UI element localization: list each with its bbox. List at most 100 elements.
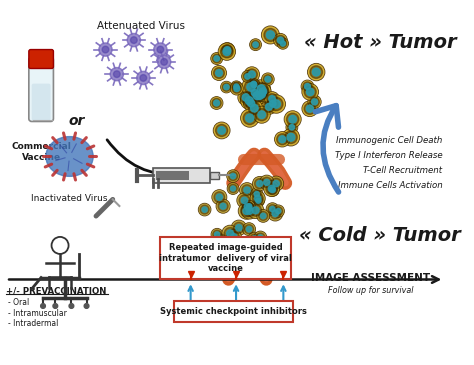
- Circle shape: [288, 123, 296, 131]
- Circle shape: [249, 80, 258, 88]
- Circle shape: [243, 112, 256, 125]
- Circle shape: [246, 246, 256, 256]
- Circle shape: [275, 35, 285, 45]
- Circle shape: [226, 229, 241, 244]
- Circle shape: [268, 185, 277, 195]
- Circle shape: [228, 172, 237, 181]
- Text: « Hot » Tumor: « Hot » Tumor: [303, 34, 456, 53]
- Circle shape: [244, 205, 255, 217]
- Circle shape: [211, 228, 223, 241]
- Circle shape: [246, 226, 252, 232]
- Circle shape: [270, 100, 276, 107]
- Circle shape: [254, 196, 263, 205]
- Circle shape: [268, 204, 277, 214]
- Circle shape: [251, 81, 256, 87]
- Circle shape: [220, 45, 233, 58]
- Circle shape: [140, 74, 146, 81]
- Circle shape: [255, 83, 271, 100]
- Circle shape: [285, 131, 297, 143]
- Circle shape: [302, 84, 319, 100]
- Circle shape: [243, 200, 255, 212]
- Circle shape: [110, 68, 123, 81]
- Circle shape: [232, 82, 240, 91]
- Circle shape: [243, 200, 255, 212]
- Circle shape: [127, 34, 140, 47]
- Circle shape: [222, 83, 231, 91]
- Circle shape: [202, 207, 207, 212]
- Text: Type I Interferon Release: Type I Interferon Release: [335, 151, 442, 160]
- Circle shape: [250, 234, 259, 243]
- Circle shape: [256, 92, 264, 99]
- Circle shape: [254, 231, 267, 244]
- Circle shape: [261, 99, 277, 115]
- Circle shape: [244, 204, 250, 209]
- Circle shape: [224, 227, 236, 239]
- Circle shape: [230, 173, 236, 179]
- Circle shape: [230, 186, 236, 191]
- Circle shape: [252, 190, 261, 199]
- Circle shape: [284, 111, 301, 128]
- Circle shape: [232, 84, 241, 93]
- Circle shape: [243, 72, 252, 81]
- Circle shape: [241, 203, 258, 219]
- Circle shape: [223, 48, 231, 55]
- Circle shape: [246, 205, 252, 211]
- Text: Commercial
Vaccine: Commercial Vaccine: [11, 142, 71, 162]
- Circle shape: [252, 195, 264, 207]
- Circle shape: [272, 205, 284, 217]
- Circle shape: [304, 86, 316, 98]
- Circle shape: [244, 244, 258, 258]
- Circle shape: [257, 88, 267, 98]
- Circle shape: [251, 88, 268, 104]
- Circle shape: [215, 232, 219, 237]
- Circle shape: [253, 106, 270, 123]
- Circle shape: [289, 124, 294, 130]
- Circle shape: [198, 203, 211, 216]
- Circle shape: [257, 90, 267, 100]
- Circle shape: [213, 122, 230, 139]
- Text: IMAGE ASSESSMENT: IMAGE ASSESSMENT: [311, 273, 430, 283]
- Circle shape: [246, 204, 252, 209]
- Text: Immunogenic Cell Death: Immunogenic Cell Death: [336, 136, 442, 145]
- Circle shape: [251, 89, 264, 102]
- Text: +/- PREVACCINATION: +/- PREVACCINATION: [6, 286, 107, 295]
- Circle shape: [230, 82, 243, 95]
- Circle shape: [258, 235, 263, 240]
- Circle shape: [216, 70, 222, 76]
- Circle shape: [248, 232, 261, 245]
- Circle shape: [244, 224, 254, 234]
- FancyBboxPatch shape: [155, 171, 189, 180]
- Circle shape: [251, 82, 257, 88]
- Circle shape: [210, 97, 223, 110]
- Text: Follow up for survival: Follow up for survival: [328, 286, 413, 295]
- Circle shape: [130, 37, 137, 43]
- Text: or: or: [69, 115, 85, 128]
- Circle shape: [200, 205, 209, 214]
- Circle shape: [252, 193, 263, 204]
- Circle shape: [277, 37, 283, 43]
- Circle shape: [280, 41, 285, 46]
- Circle shape: [255, 108, 268, 121]
- Circle shape: [255, 86, 269, 100]
- Circle shape: [154, 43, 167, 56]
- Circle shape: [311, 99, 318, 105]
- Circle shape: [244, 203, 254, 214]
- Circle shape: [265, 103, 273, 110]
- Circle shape: [245, 202, 254, 211]
- Circle shape: [254, 90, 265, 102]
- Circle shape: [227, 182, 239, 195]
- Circle shape: [249, 88, 260, 98]
- Circle shape: [246, 114, 254, 122]
- Circle shape: [222, 45, 233, 55]
- Circle shape: [241, 109, 259, 127]
- Circle shape: [262, 177, 272, 188]
- Circle shape: [259, 90, 265, 96]
- Circle shape: [265, 76, 271, 82]
- Circle shape: [247, 85, 263, 100]
- Circle shape: [266, 97, 280, 111]
- Circle shape: [246, 98, 257, 109]
- Circle shape: [264, 101, 274, 112]
- Circle shape: [261, 213, 266, 219]
- Circle shape: [41, 304, 46, 308]
- Circle shape: [246, 204, 252, 209]
